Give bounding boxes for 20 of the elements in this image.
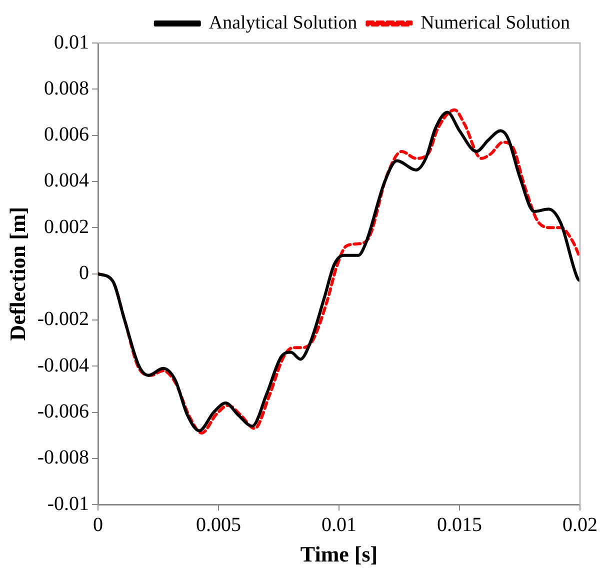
legend-label: Analytical Solution	[208, 12, 358, 34]
x-tick-label: 0.005	[196, 514, 242, 536]
x-tick-label: 0	[93, 514, 104, 536]
x-tick-label: 0.015	[437, 514, 482, 536]
y-tick-label: 0.006	[44, 124, 90, 146]
y-tick-label: 0.01	[54, 31, 90, 54]
y-axis-title: Deflection [m]	[4, 206, 30, 341]
x-tick-label: 0.01	[322, 514, 357, 536]
y-tick-label: -0.002	[37, 308, 90, 330]
y-tick-label: 0	[79, 262, 90, 284]
x-tick-label: 0.02	[562, 514, 598, 536]
y-tick-label: 0.002	[44, 216, 90, 238]
y-tick-label: -0.01	[47, 492, 90, 515]
legend-label: Numerical Solution	[420, 12, 570, 34]
x-axis-title: Time [s]	[300, 541, 378, 566]
y-tick-label: -0.006	[37, 400, 90, 423]
y-tick-label: -0.008	[37, 446, 90, 469]
y-tick-label: -0.004	[37, 354, 90, 376]
y-tick-label: 0.004	[44, 170, 90, 192]
y-tick-label: 0.008	[44, 77, 90, 100]
